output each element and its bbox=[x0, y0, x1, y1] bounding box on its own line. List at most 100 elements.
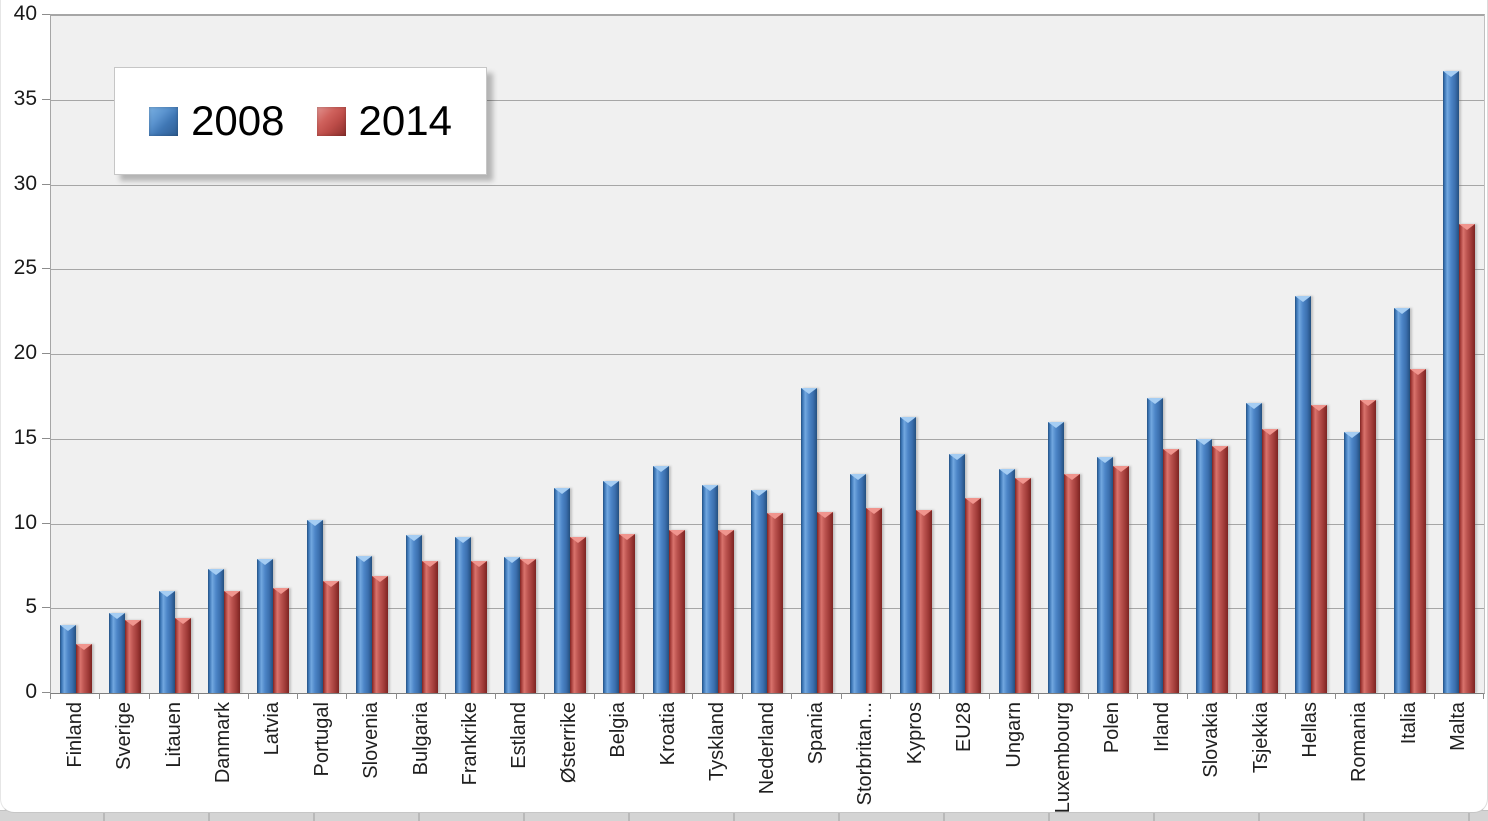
bar-2014-tsjekkia bbox=[1261, 428, 1278, 693]
gridline-35 bbox=[51, 99, 1484, 101]
category-label-luxembourg: Luxembourg bbox=[1051, 702, 1074, 814]
bar-group-italia bbox=[1385, 15, 1434, 693]
y-axis-tick bbox=[42, 522, 50, 524]
bar-group-sverige bbox=[100, 15, 149, 693]
bar-group-finland bbox=[51, 15, 100, 693]
bar-2008-slovenia bbox=[356, 555, 373, 693]
bar-2008-eu28 bbox=[949, 454, 966, 693]
bar-2014-slovenia bbox=[372, 576, 389, 693]
bar-2008-tyskland bbox=[702, 484, 719, 693]
bar-2008-polen bbox=[1097, 457, 1114, 693]
bar-2014-sterrike bbox=[569, 537, 586, 693]
x-axis-tick bbox=[1038, 693, 1040, 699]
x-axis-tick bbox=[198, 693, 200, 699]
bar-2008-sverige bbox=[109, 613, 126, 693]
bar-2008-bulgaria bbox=[405, 535, 422, 693]
y-axis-label-5: 5 bbox=[25, 595, 37, 619]
bar-group-tsjekkia bbox=[1237, 15, 1286, 693]
x-axis-tick bbox=[148, 693, 150, 699]
bar-2008-storbritan bbox=[850, 474, 867, 693]
y-axis-tick bbox=[42, 437, 50, 439]
bar-2014-irland bbox=[1162, 448, 1179, 693]
bar-2014-nederland bbox=[767, 513, 784, 693]
bar-2008-irland bbox=[1146, 398, 1163, 693]
x-axis-tick bbox=[1433, 693, 1435, 699]
category-label-malta: Malta bbox=[1447, 702, 1470, 751]
bar-2008-tsjekkia bbox=[1245, 403, 1262, 693]
y-axis-label-35: 35 bbox=[13, 86, 37, 110]
x-axis-tick bbox=[988, 693, 990, 699]
bar-2008-luxembourg bbox=[1047, 421, 1064, 693]
bar-group-frankrike bbox=[446, 15, 495, 693]
x-axis-tick bbox=[791, 693, 793, 699]
bar-2008-italia bbox=[1393, 308, 1410, 693]
bar-group-ungarn bbox=[990, 15, 1039, 693]
bar-2008-nederland bbox=[751, 489, 768, 693]
x-axis-tick bbox=[1334, 693, 1336, 699]
x-axis-tick bbox=[346, 693, 348, 699]
y-axis-label-25: 25 bbox=[13, 256, 37, 280]
bar-2008-romania bbox=[1344, 431, 1361, 693]
bar-2014-romania bbox=[1360, 399, 1377, 693]
x-axis-tick bbox=[840, 693, 842, 699]
bar-group-malta bbox=[1435, 15, 1484, 693]
bar-2008-belgia bbox=[603, 481, 620, 693]
bar-group-nederland bbox=[743, 15, 792, 693]
category-label-irland: Irland bbox=[1150, 702, 1173, 753]
x-axis-tick bbox=[642, 693, 644, 699]
category-label-polen: Polen bbox=[1101, 702, 1124, 754]
bar-group-luxembourg bbox=[1039, 15, 1088, 693]
x-axis-tick bbox=[741, 693, 743, 699]
x-axis-tick bbox=[1087, 693, 1089, 699]
y-axis-label-10: 10 bbox=[13, 510, 37, 534]
category-label-litauen: Litauen bbox=[162, 702, 185, 768]
bar-group-tyskland bbox=[693, 15, 742, 693]
bar-2014-belgia bbox=[619, 533, 636, 693]
bar-2008-portugal bbox=[306, 520, 323, 693]
gridline-40 bbox=[51, 15, 1484, 16]
category-label-belgia: Belgia bbox=[607, 702, 630, 758]
gridline-25 bbox=[51, 269, 1484, 271]
category-label-romania: Romania bbox=[1348, 702, 1371, 783]
bar-2008-finland bbox=[59, 625, 76, 693]
y-axis-tick bbox=[42, 353, 50, 354]
x-axis-tick bbox=[297, 693, 299, 699]
bar-2014-bulgaria bbox=[421, 560, 438, 693]
bar-2014-luxembourg bbox=[1063, 474, 1080, 693]
bar-group-belgia bbox=[595, 15, 644, 693]
x-axis-tick bbox=[247, 693, 249, 699]
bar-2008-slovakia bbox=[1196, 438, 1213, 693]
category-label-tyskland: Tyskland bbox=[706, 702, 729, 781]
gridline-20 bbox=[51, 354, 1484, 355]
x-axis-tick bbox=[1186, 693, 1188, 699]
category-label-latvia: Latvia bbox=[261, 702, 284, 756]
category-label-slovakia: Slovakia bbox=[1200, 702, 1223, 778]
bar-2014-polen bbox=[1113, 465, 1130, 693]
bar-2014-kroatia bbox=[668, 530, 685, 693]
category-label-bulgaria: Bulgaria bbox=[409, 702, 432, 776]
x-axis-tick bbox=[99, 693, 101, 699]
y-axis-label-15: 15 bbox=[13, 425, 37, 449]
bar-2014-ungarn bbox=[1014, 477, 1031, 693]
category-label-estland: Estland bbox=[508, 702, 531, 769]
bar-group-kroatia bbox=[644, 15, 693, 693]
bar-2008-ungarn bbox=[998, 469, 1015, 693]
y-axis-label-0: 0 bbox=[25, 680, 37, 703]
bar-group-eu28 bbox=[940, 15, 989, 693]
legend-swatch-2014-icon bbox=[316, 106, 346, 136]
category-label-hellas: Hellas bbox=[1299, 702, 1322, 758]
y-axis-tick bbox=[42, 692, 50, 693]
y-axis-tick bbox=[42, 183, 50, 185]
bar-2014-sverige bbox=[125, 620, 142, 693]
bar-2014-spania bbox=[816, 511, 833, 693]
y-axis-tick bbox=[42, 268, 50, 270]
gridline-15 bbox=[51, 438, 1484, 440]
bar-group-storbritan bbox=[842, 15, 891, 693]
x-axis-tick bbox=[395, 693, 397, 699]
bar-group-slovakia bbox=[1188, 15, 1237, 693]
x-axis-tick bbox=[890, 693, 892, 699]
category-label-sterrike: Østerrike bbox=[557, 702, 580, 784]
bar-group-hellas bbox=[1286, 15, 1335, 693]
